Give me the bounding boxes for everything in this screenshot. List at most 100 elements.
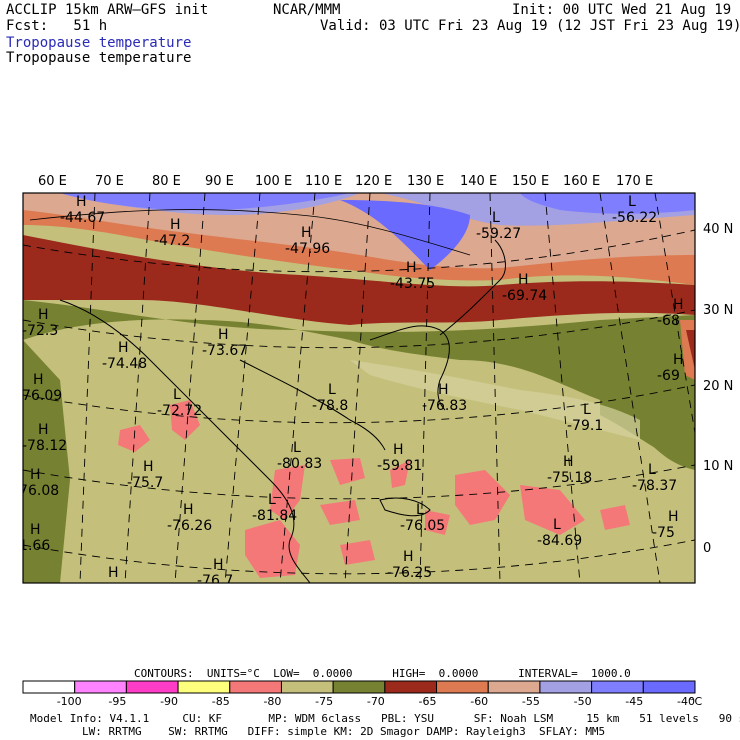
lon-label: 160 E [563,174,600,189]
lon-label: 80 E [152,174,181,189]
pressure-center: H-59.81 [377,442,422,474]
center-mark: H [218,327,229,343]
center-value: -73.67 [202,343,247,359]
colorbar-swatch [642,680,696,694]
lat-label: 10 N [703,459,733,474]
center-value: -1.66 [14,538,50,554]
center-mark: H [30,467,41,483]
center-value: -77.3 [92,581,128,597]
valid-time: Valid: 03 UTC Fri 23 Aug 19 (12 JST Fri … [320,18,740,34]
center-value: -56.22 [612,210,657,226]
center-value: -59.81 [377,458,422,474]
colorbar-label: -40 [677,695,695,708]
pressure-center: H-1.66 [14,522,50,554]
lon-label: 60 E [38,174,67,189]
center-value: -76.83 [422,398,467,414]
center-value: -76.26 [167,518,212,534]
pressure-center: H-76.09 [17,372,62,404]
center-mark: L [628,194,636,210]
colorbar-swatch [591,680,644,694]
pressure-center: H-47.2 [154,217,190,249]
center-mark: H [673,297,684,313]
center-mark: H [76,194,87,210]
center-mark: L [583,402,591,418]
pressure-center: H-76.26 [167,502,212,534]
center-value: -78.12 [22,438,67,454]
center-value: -43.75 [390,276,435,292]
center-mark: H [38,307,49,323]
center-value: -75.7 [127,475,163,491]
lon-label: 100 E [255,174,292,189]
pressure-center: H-76.25 [387,549,432,581]
center-value: -69 [657,368,680,384]
pressure-center: H-47.96 [285,225,330,257]
colorbar-swatch [332,680,386,694]
center-value: -79.1 [567,418,603,434]
pressure-center: H-76.83 [422,382,467,414]
center-value: -47.2 [154,233,190,249]
center-value: -80.83 [277,456,322,472]
colorbar-label: -90 [160,695,178,708]
center-mark: L [553,517,561,533]
lon-label: 70 E [95,174,124,189]
center-value: -44.67 [60,210,105,226]
center-value: -76.05 [400,518,445,534]
colorbar-label: -85 [212,695,230,708]
center-mark: H [30,522,41,538]
center-mark: H [403,549,414,565]
colorbar-label: -50 [574,695,592,708]
center-value: -78.8 [312,398,348,414]
pressure-center: H-72.3 [22,307,58,339]
lon-label: 150 E [512,174,549,189]
center-mark: H [406,260,417,276]
temperature-field: H-44.67 H-47.2 H-47.96H-43.75L-59.27L-56.2… [14,193,695,597]
field-title-1: Tropopause temperature [6,35,192,51]
center-mark: L [328,382,336,398]
pressure-center: H-68 [657,297,684,329]
pressure-center: H-44.67 [60,194,105,226]
forecast-hour: Fcst: 51 h [6,18,108,34]
lat-label: 20 N [703,379,733,394]
center-mark: H [393,442,404,458]
center-title: NCAR/MMM [273,2,341,18]
pressure-center: L-81.84 [252,492,297,524]
center-mark: L [173,387,181,403]
colorbar-label: -60 [470,695,488,708]
pressure-center: L-78.8 [312,382,348,414]
center-mark: H [118,340,129,356]
colorbar-swatch [74,680,127,694]
center-value: -69.74 [502,288,547,304]
colorbar-label: -80 [263,695,281,708]
center-mark: H [183,502,194,518]
center-mark: H [108,565,119,581]
colorbar-label: -95 [108,695,126,708]
model-title: ACCLIP 15km ARW–GFS init [6,2,209,18]
center-mark: L [416,502,424,518]
center-value: -76.25 [387,565,432,581]
center-mark: H [170,217,181,233]
colorbar-unit: °C [689,695,703,708]
pressure-center: L-84.69 [537,517,582,549]
center-value: -75 [652,525,675,541]
pressure-center: H-75.7 [127,459,163,491]
center-mark: L [492,210,500,226]
center-mark: H [438,382,449,398]
center-mark: H [518,272,529,288]
center-value: -78.37 [632,478,677,494]
colorbar-swatch [487,680,541,694]
center-value: -72.3 [22,323,58,339]
pressure-center: L-76.05 [400,502,445,534]
pressure-center: H-69 [657,352,684,384]
pressure-center: H-78.12 [22,422,67,454]
center-value: -76.09 [17,388,62,404]
center-mark: H [301,225,312,241]
center-mark: H [38,422,49,438]
pressure-center: H-77.3 [92,565,128,597]
lon-label: 130 E [407,174,444,189]
footer-physics-info: LW: RRTMG SW: RRTMG DIFF: simple KM: 2D … [82,725,606,738]
colorbar-swatch [177,680,231,694]
lon-label: 140 E [460,174,497,189]
pressure-center: H-75.18 [547,454,592,486]
pressure-center: H-74.48 [102,340,147,372]
pressure-center: H-73.67 [202,327,247,359]
